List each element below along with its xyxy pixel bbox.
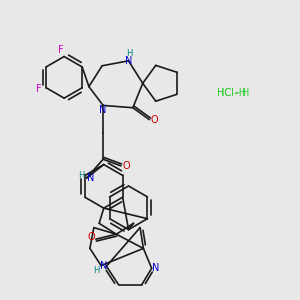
Text: O: O (87, 232, 95, 242)
Text: O: O (122, 161, 130, 171)
Text: HCl: HCl (218, 88, 234, 98)
Text: N: N (125, 56, 132, 66)
Text: H: H (93, 266, 99, 275)
Text: O: O (151, 115, 158, 124)
Text: N: N (87, 173, 94, 183)
Text: N: N (99, 105, 107, 116)
Text: F: F (36, 84, 42, 94)
Text: HCl–H: HCl–H (217, 88, 246, 98)
Text: –: – (234, 88, 239, 98)
Text: H: H (242, 88, 250, 98)
Text: N: N (152, 263, 159, 273)
Text: N: N (100, 261, 108, 271)
Text: F: F (58, 45, 64, 55)
Text: H: H (126, 50, 133, 58)
Text: H: H (79, 171, 85, 180)
